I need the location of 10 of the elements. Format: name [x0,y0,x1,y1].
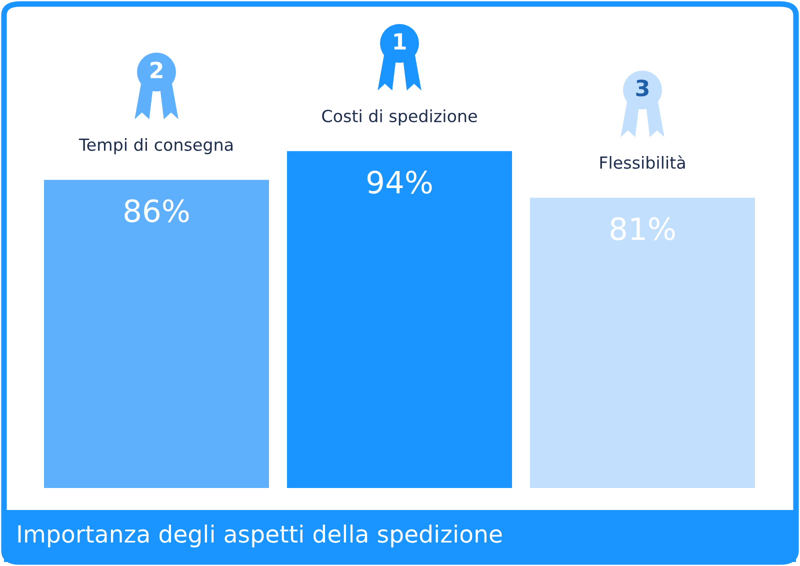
x-tick-label: Costi di spedizione [322,109,477,126]
data-label: 81% [610,217,675,240]
text: Importanza degli aspetti della spedizione [18,524,502,548]
data-label: 86% [124,199,189,222]
x-tick-label: Flessibilità [600,155,685,169]
data-label: 94% [367,170,432,194]
x-tick-label: Tempi di consegna [78,138,233,154]
text: 1 [394,33,406,50]
text: 2 [150,62,162,78]
text: 3 [636,80,648,96]
